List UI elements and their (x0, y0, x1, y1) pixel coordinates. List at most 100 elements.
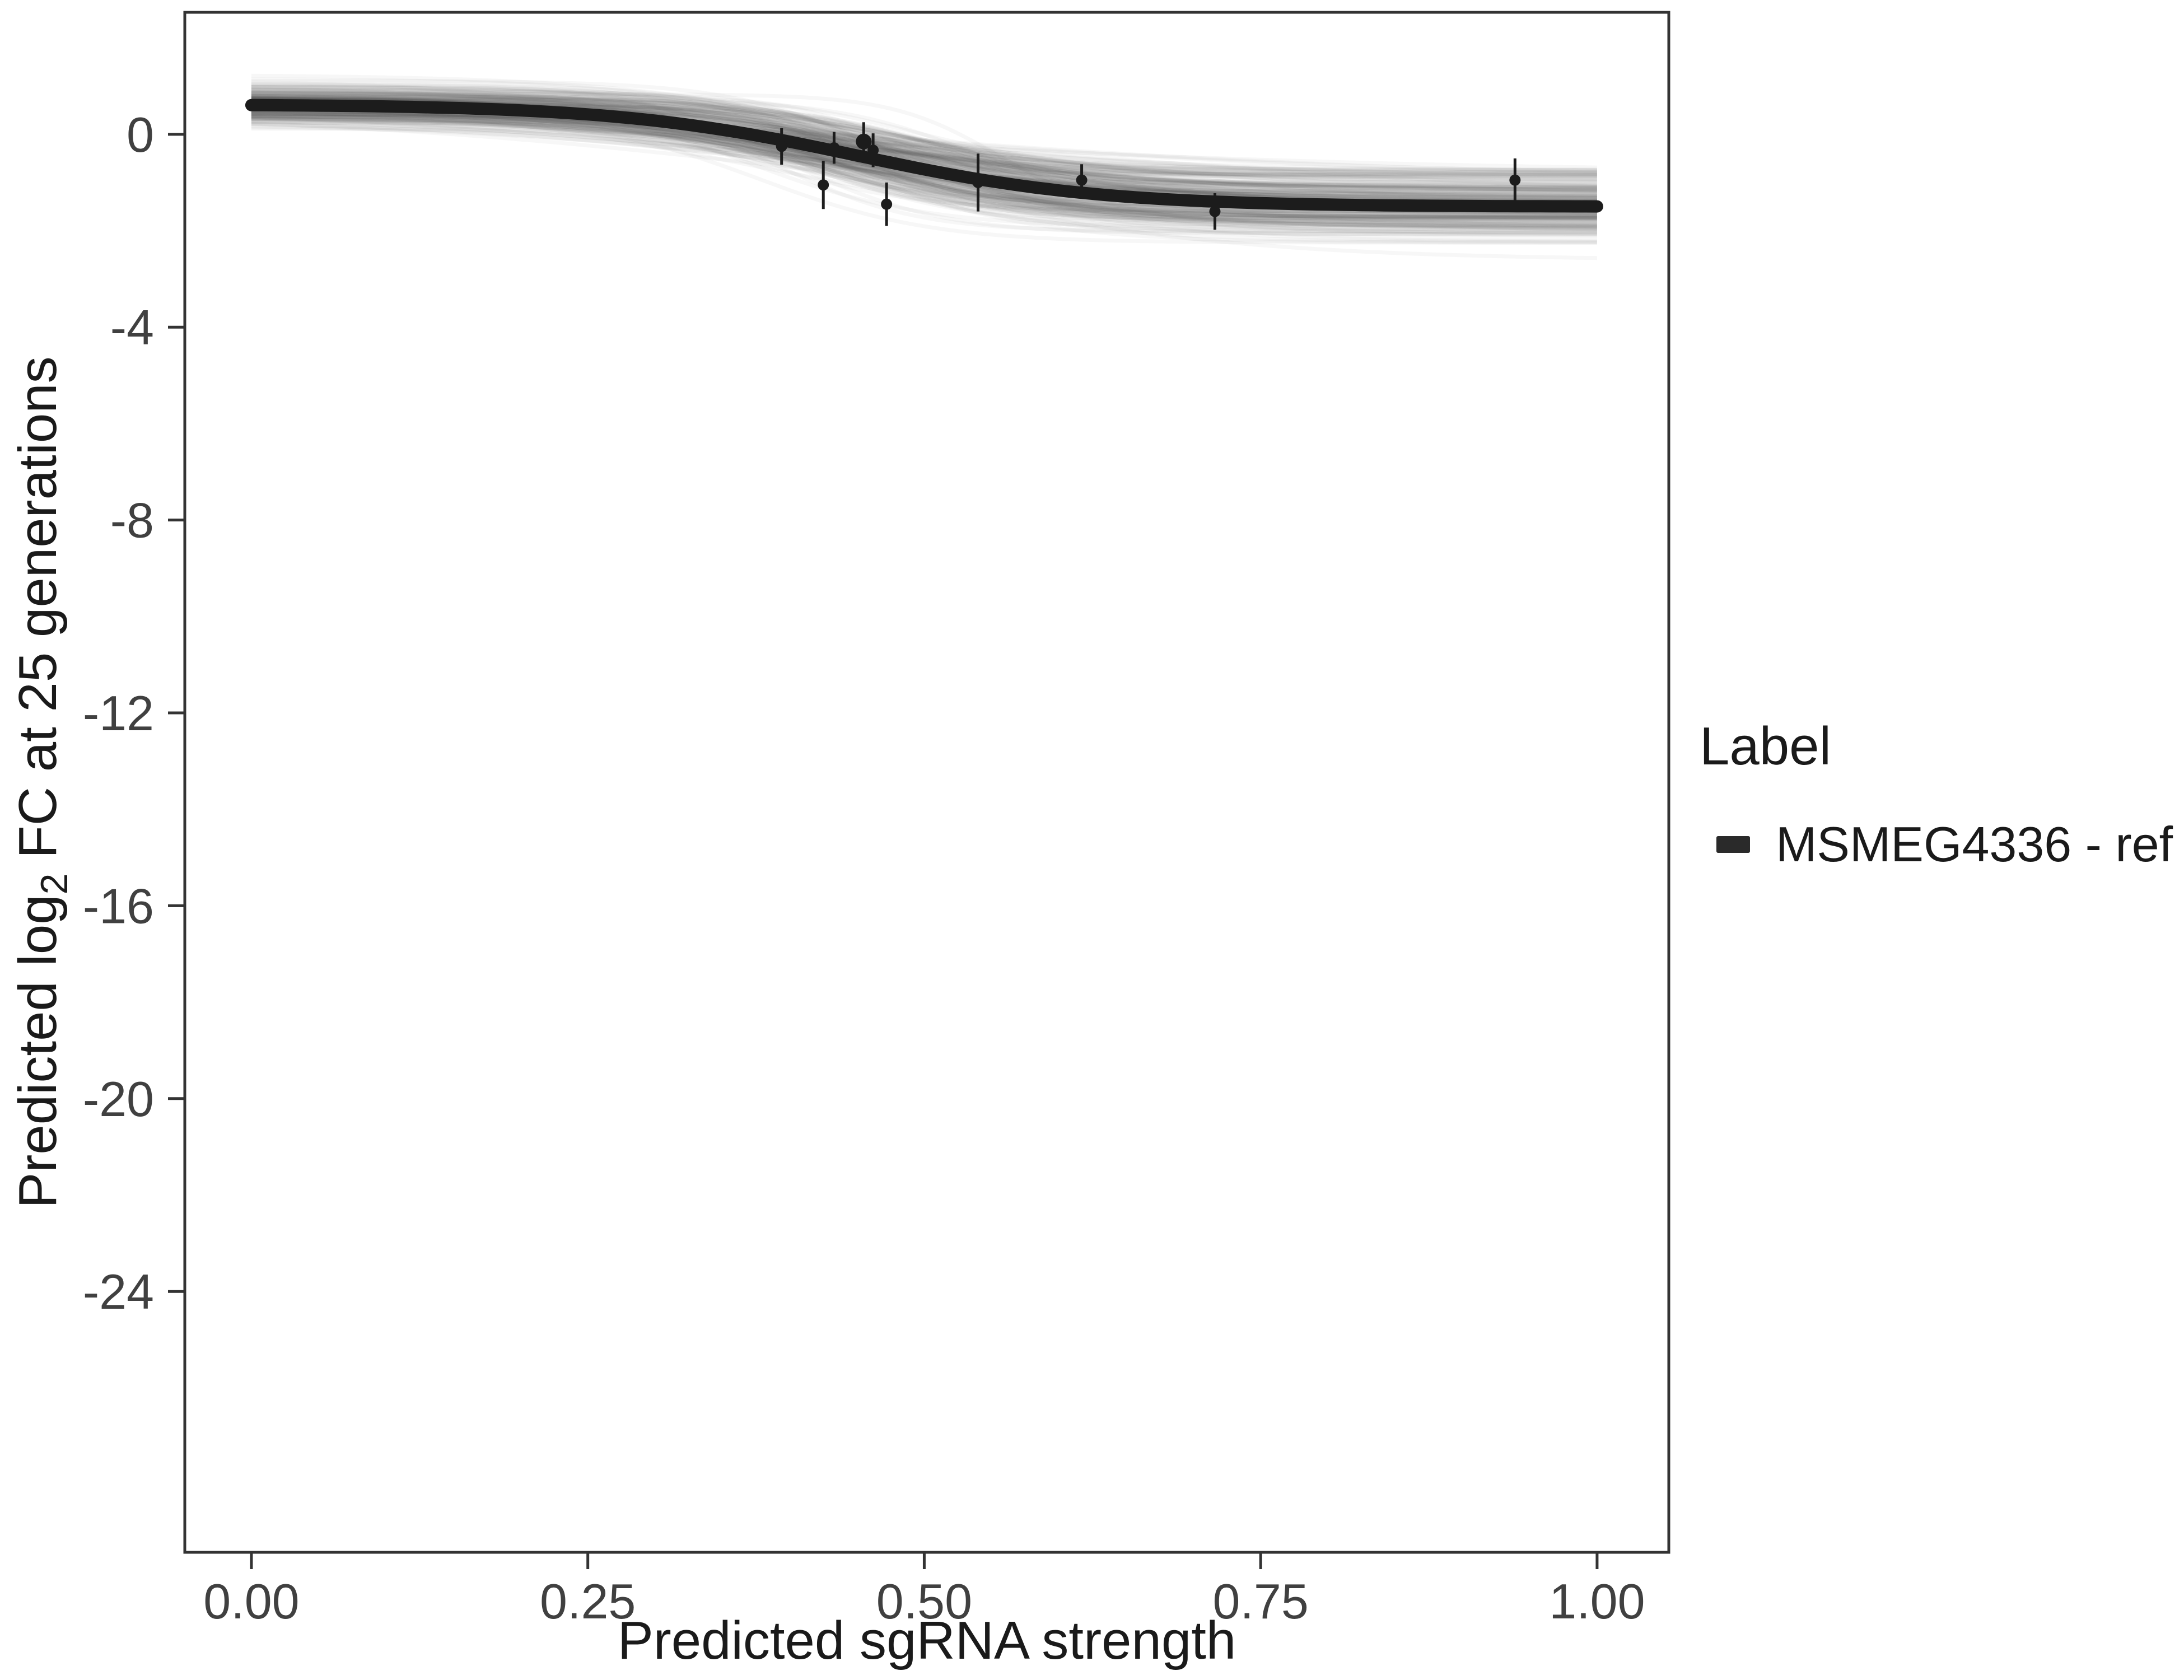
ensemble-curve (251, 127, 1597, 227)
ensemble-curve (251, 108, 1597, 233)
ensemble-curve (251, 111, 1597, 180)
ensemble-curve (251, 98, 1597, 220)
ensemble-curve (251, 95, 1597, 202)
ensemble-curve (251, 116, 1597, 193)
ensemble-curve (251, 87, 1597, 180)
x-tick-label: 1.00 (1549, 1574, 1645, 1629)
ensemble-curve (251, 97, 1597, 232)
ensemble-curve (251, 110, 1597, 192)
fit-curve-line (245, 99, 1603, 213)
x-axis: 0.00 0.25 0.50 0.75 1.00 (203, 1552, 1645, 1629)
ensemble-curve (251, 115, 1597, 170)
ensemble-curve (251, 117, 1597, 188)
ensemble-curve (251, 112, 1597, 221)
legend-line-swatch (1716, 836, 1750, 853)
ensemble-curve (251, 91, 1597, 220)
data-point (856, 133, 872, 150)
ensemble-curve (251, 110, 1597, 189)
ensemble-curve (251, 112, 1597, 184)
ensemble-curve (251, 85, 1597, 199)
ensemble-curve (251, 116, 1597, 237)
ensemble-curve (251, 120, 1597, 188)
ensemble-curve (251, 112, 1597, 224)
ensemble-curve (251, 114, 1597, 220)
ensemble-curve (251, 94, 1597, 190)
data-points (776, 133, 1521, 217)
ensemble-curve (251, 87, 1597, 221)
y-axis-title: Predicted log2 FC at 25 generations (8, 356, 76, 1208)
ensemble-curve (251, 114, 1597, 173)
ensemble-curve (251, 80, 1597, 221)
legend-entry: MSMEG4336 - ref (1716, 816, 2173, 872)
ensemble-curve (251, 97, 1597, 175)
ensemble-curve (251, 111, 1597, 217)
ensemble-curve (251, 111, 1597, 179)
ensemble-curve (251, 112, 1597, 242)
ensemble-curve (251, 94, 1597, 184)
ensemble-curve (251, 118, 1597, 194)
ensemble-curve (251, 91, 1597, 245)
ensemble-curve (251, 91, 1597, 195)
x-axis-title: Predicted sgRNA strength (618, 1611, 1236, 1670)
ensemble-curve (251, 113, 1597, 260)
ensemble-curve (251, 86, 1597, 220)
ensemble-curve (251, 95, 1597, 197)
ensemble-curve (251, 122, 1597, 175)
y-tick-label: -12 (83, 685, 154, 741)
ensemble-curve (251, 124, 1597, 218)
ensemble-curve (251, 120, 1597, 228)
legend: Label MSMEG4336 - ref (1700, 717, 2173, 869)
ensemble-curve (251, 111, 1597, 226)
ensemble-curve (251, 108, 1597, 228)
legend-title: Label (1700, 716, 1831, 776)
ensemble-curve (251, 116, 1597, 197)
y-axis: 0 -4 -8 -12 -16 -20 -24 (83, 107, 185, 1319)
ensemble-curve (251, 97, 1597, 201)
ensemble-curve (251, 89, 1597, 175)
y-tick-label: -24 (83, 1264, 154, 1319)
legend-entry-label: MSMEG4336 - ref (1776, 816, 2173, 872)
ensemble-curve (251, 114, 1597, 227)
ensemble-curve (251, 122, 1597, 218)
x-tick-label: 0.50 (876, 1574, 972, 1629)
ensemble-curve (251, 95, 1597, 200)
data-point (776, 141, 787, 152)
ensemble-curve (251, 95, 1597, 218)
ensemble-curve (251, 111, 1597, 188)
panel-border (183, 11, 1670, 1554)
data-point (867, 144, 879, 156)
ensemble-curve (251, 109, 1597, 222)
ensemble-curve (251, 97, 1597, 178)
y-tick-label: -4 (110, 300, 154, 355)
ensemble-curve (251, 105, 1597, 222)
data-point (972, 176, 984, 188)
ensemble-curve (251, 88, 1597, 200)
ensemble-curve (251, 111, 1597, 193)
ensemble-curve (251, 84, 1597, 192)
ensemble-curve (251, 112, 1597, 220)
ensemble-curve (251, 109, 1597, 227)
ensemble-curve (251, 108, 1597, 229)
y-tick-label: -20 (83, 1071, 154, 1127)
ensemble-curve (251, 113, 1597, 222)
ensemble-curve (251, 102, 1597, 238)
data-point (1076, 174, 1088, 186)
ensemble-curve (251, 88, 1597, 172)
x-tick-label: 0.25 (540, 1574, 636, 1629)
y-tick-label: 0 (127, 107, 154, 162)
x-tick-label: 0.75 (1213, 1574, 1309, 1629)
ensemble-curve (251, 98, 1597, 184)
ensemble-curve (251, 116, 1597, 217)
data-point (828, 142, 840, 153)
ensemble-curve (251, 93, 1597, 221)
ensemble-curve (251, 95, 1597, 192)
data-point (1209, 206, 1221, 217)
ensemble-curve (251, 113, 1597, 223)
ensemble-curve (251, 92, 1597, 228)
ensemble-curve (251, 85, 1597, 222)
ensemble-curve (251, 109, 1597, 231)
ensemble-curve (251, 119, 1597, 176)
ensemble-curve (251, 96, 1597, 221)
